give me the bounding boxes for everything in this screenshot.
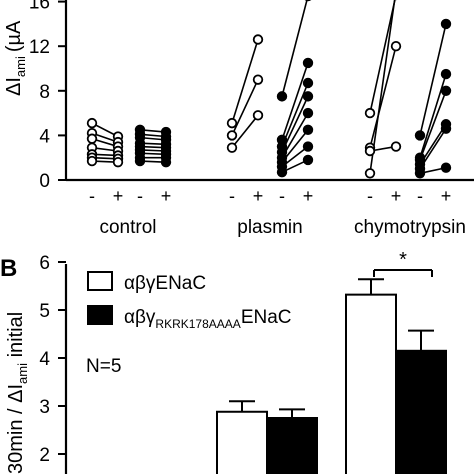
panel-b-y-tick-label: 3 [39,397,50,418]
open-point-after [252,74,264,85]
filled-point-after [440,18,452,30]
significance-star: * [399,249,407,271]
panel-b-legend: αβγENaC αβγRKRK178AAAAENaC [87,271,292,331]
minus-label: - [229,186,235,206]
group-label-chymotrypsin: chymotrypsin [354,217,466,238]
pair-line [281,96,309,153]
open-point-before [86,133,98,144]
legend-swatch-mutant [87,305,113,325]
filled-point-after [302,57,314,69]
pair-line [419,90,447,161]
panel-a-y-tick-label: 0 [39,171,50,192]
filled-point-after [302,91,314,102]
pair-line [369,0,396,174]
filled-point-after [160,156,172,168]
open-point-before [226,130,238,141]
panel-b-label: B [0,255,17,282]
filled-point-after [440,123,452,134]
filled-point-after [302,141,314,152]
plus-label: + [441,186,452,206]
significance-bracket: * [373,249,433,277]
filled-point-before [414,168,426,179]
open-point-after [390,141,402,152]
pair-line [419,23,447,136]
open-point-after [390,41,402,52]
panel-b-y-tick-label: 6 [39,253,50,274]
bar-mutant [395,349,447,474]
open-point-after [252,110,264,121]
filled-point-after [440,85,452,97]
open-point-before [226,117,238,129]
panel-a-y-label: ΔIami(µA [3,20,28,96]
plus-label: + [113,186,124,206]
open-point-before [364,168,376,179]
panel-a-y-tick-label: 8 [39,82,50,103]
plus-label: + [303,186,314,206]
n-label: N=5 [86,356,121,377]
pair-line [281,0,308,97]
panel-b-y-tick-label: 4 [39,349,50,370]
filled-point-after [440,162,452,173]
pair-line [231,79,259,136]
panel-a-y-tick-label: 16 [29,0,50,14]
minus-label: - [137,186,143,206]
filled-point-after [302,154,314,166]
bar-wt [216,410,268,474]
panel-b-y-label: 30min / ΔIami initial [5,312,30,474]
pair-line [369,0,396,114]
open-point-before [364,145,376,157]
panel-b-y-tick-label: 2 [39,445,50,466]
filled-point-after [302,107,314,119]
minus-label: - [367,186,373,206]
open-point-before [86,155,98,167]
panel-b-y-tick-label: 5 [39,301,50,322]
pair-line [369,46,397,148]
open-point-before [86,117,98,129]
plus-label: + [253,186,264,206]
filled-point-before [134,155,146,167]
pair-line [231,114,259,149]
filled-point-before [276,166,288,178]
panel-b: B 2 3 4 5 6 30min / ΔIami initial αβγENaC αβ… [0,249,447,474]
open-point-after [252,34,264,45]
minus-label: - [417,186,423,206]
group-label-control: control [99,217,156,238]
panel-a-y-tick-label: 4 [39,126,50,147]
minus-label: - [279,186,285,206]
legend-swatch-wt [87,271,113,291]
pair-line [281,62,309,141]
group-label-plasmin: plasmin [237,217,302,238]
plus-label: + [161,186,172,206]
pair-line [231,39,259,124]
open-point-before [226,142,238,153]
filled-point-after [302,124,314,136]
bar-wt [345,293,397,474]
filled-point-after [302,77,314,89]
legend-label-wt: αβγENaC [124,273,206,294]
panel-a-y-tick-label: 12 [29,37,50,58]
minus-label: - [89,186,95,206]
filled-point-before [414,130,426,141]
open-point-after [112,156,124,168]
plus-label: + [391,186,402,206]
open-point-before [364,107,376,119]
bar-mutant [266,417,318,474]
legend-label-mutant: αβγRKRK178AAAAENaC [124,307,292,331]
filled-point-after [440,68,452,80]
filled-point-before [276,91,288,102]
